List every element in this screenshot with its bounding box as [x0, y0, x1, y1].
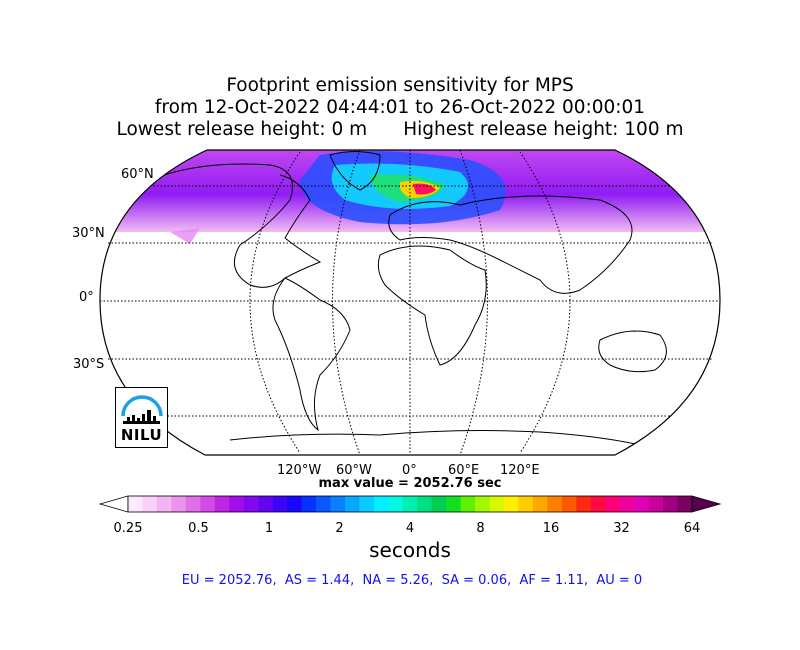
plot-title-line-2: from 12-Oct-2022 04:44:01 to 26-Oct-2022… — [154, 97, 646, 118]
colorbar-swatch — [229, 496, 245, 512]
lat-label-equator: 0° — [79, 290, 94, 305]
colorbar-swatch — [388, 496, 404, 512]
australia-coast — [598, 330, 667, 373]
colorbar — [98, 495, 722, 513]
sensitivity-fringe — [170, 228, 200, 244]
colorbar-swatch — [200, 496, 216, 512]
colorbar-swatch — [142, 496, 158, 512]
colorbar-swatch — [489, 496, 505, 512]
colorbar-swatch — [518, 496, 534, 512]
lat-label-60n: 60°N — [121, 167, 154, 182]
colorbar-swatch — [214, 496, 230, 512]
colorbar-tick-label: 64 — [683, 521, 701, 536]
colorbar-swatch — [561, 496, 577, 512]
colorbar-swatch — [417, 496, 433, 512]
colorbar-swatch — [460, 496, 476, 512]
colorbar-swatch — [576, 496, 592, 512]
colorbar-tick-label: 2 — [335, 521, 344, 536]
colorbar-swatch — [648, 496, 664, 512]
lon-label-0: 0° — [402, 463, 417, 478]
colorbar-swatch — [475, 496, 491, 512]
lowest-release-height: Lowest release height: 0 m — [116, 119, 368, 140]
meridian-60w — [332, 149, 361, 456]
graticule — [100, 149, 720, 456]
colorbar-swatch — [287, 496, 303, 512]
nilu-logo-icon — [121, 395, 163, 424]
south-america-coast — [272, 277, 351, 432]
colorbar-swatch — [258, 496, 274, 512]
colorbar-swatch — [128, 496, 143, 512]
colorbar-swatch — [605, 496, 621, 512]
africa-coast — [377, 245, 487, 366]
lon-label-60w: 60°W — [336, 463, 372, 478]
colorbar-tick-label: 8 — [476, 521, 485, 536]
highest-release-height: Highest release height: 100 m — [403, 119, 684, 140]
lon-label-120e: 120°E — [500, 463, 540, 478]
globe-interior — [100, 150, 720, 446]
colorbar-swatch — [373, 496, 389, 512]
eurasia-coast — [388, 195, 633, 294]
greenland-coast — [329, 151, 381, 191]
colorbar-tick-label: 32 — [613, 521, 630, 536]
lat-label-30s: 30°S — [73, 357, 105, 372]
colorbar-swatch — [156, 496, 172, 512]
colorbar-swatch — [359, 496, 375, 512]
colorbar-tick-label: 1 — [264, 521, 274, 536]
max-value-label: max value = 2052.76 sec — [318, 476, 502, 491]
colorbar-swatch — [504, 496, 519, 512]
colorbar-swatch — [185, 496, 201, 512]
colorbar-swatch — [301, 496, 317, 512]
colorbar-swatch — [532, 496, 548, 512]
colorbar-swatch — [446, 496, 462, 512]
lon-label-120w: 120°W — [277, 463, 322, 478]
colorbar-swatch — [402, 496, 418, 512]
lat-label-30n: 30°N — [72, 226, 105, 241]
colorbar-swatch — [272, 496, 288, 512]
colorbar-tick-label: 0.5 — [188, 521, 209, 536]
colorbar-swatch — [663, 496, 679, 512]
colorbar-swatch — [634, 496, 650, 512]
colorbar-swatch — [677, 496, 693, 512]
region-sums: EU = 2052.76, AS = 1.44, NA = 5.26, SA =… — [181, 573, 643, 588]
colorbar-swatch — [243, 496, 259, 512]
colorbar-swatch — [547, 496, 563, 512]
globe-outline — [99, 149, 721, 456]
antarctica-coast — [229, 430, 641, 446]
colorbar-swatch — [590, 496, 606, 512]
colorbar-swatch — [619, 496, 635, 512]
nilu-logo: NILU — [115, 387, 168, 448]
colorbar-label: seconds — [369, 538, 451, 562]
colorbar-over-extend — [691, 495, 722, 513]
plot-title-line-1: Footprint emission sensitivity for MPS — [226, 75, 574, 96]
colorbar-frame — [127, 495, 693, 513]
meridian-60e — [459, 149, 488, 456]
nilu-logo-text: NILU — [120, 426, 163, 444]
plot-title-line-3: Lowest release height: 0 m Highest releas… — [0, 119, 800, 141]
north-america-coast — [149, 163, 322, 288]
lon-label-60e: 60°E — [448, 463, 480, 478]
coastlines — [149, 151, 667, 446]
colorbar-swatch — [330, 496, 346, 512]
colorbar-tick-label: 4 — [405, 521, 415, 536]
colorbar-swatch — [171, 496, 187, 512]
colorbar-swatch — [344, 496, 360, 512]
colorbar-tick-label: 16 — [542, 521, 560, 536]
colorbar-under-extend — [98, 495, 129, 513]
colorbar-swatch — [316, 496, 331, 512]
colorbar-swatch — [431, 496, 447, 512]
colorbar-tick-label: 0.25 — [113, 521, 143, 536]
